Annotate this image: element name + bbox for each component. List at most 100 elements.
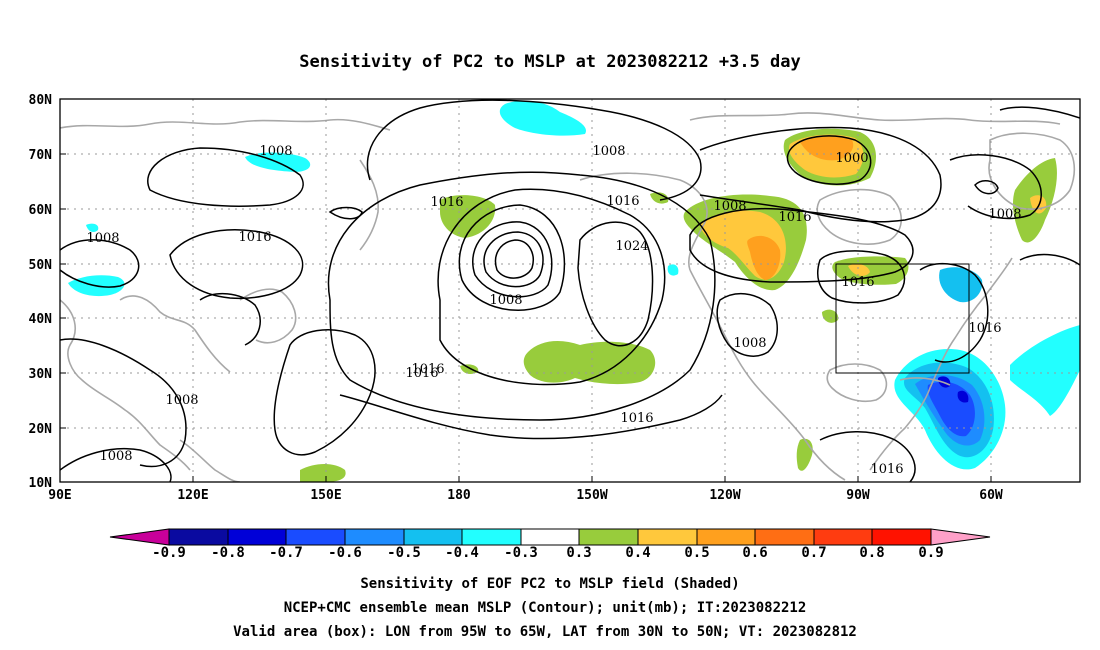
caption-line-2: NCEP+CMC ensemble mean MSLP (Contour); u… [284, 600, 807, 616]
coastline-hudson-bay [816, 188, 903, 245]
contour-label: 1016 [405, 366, 438, 381]
contour-aleutian-low-outer [472, 221, 553, 298]
shade-green-florida [822, 309, 839, 323]
contour-label: 1008 [86, 231, 119, 246]
contour-high-pacific-1016-wide [327, 171, 716, 421]
lat-tick-label: 20N [29, 422, 53, 437]
figure-title: Sensitivity of PC2 to MSLP at 2023082212… [299, 52, 801, 72]
contour-label: 1008 [99, 449, 132, 464]
colorbar-tick-label: 0.6 [742, 545, 767, 561]
contour-lower-pacific-1016 [339, 394, 723, 440]
lon-tick-label: 150E [310, 488, 341, 503]
shade-orange-west-canada [747, 235, 781, 280]
axis-tick-marks [60, 98, 992, 482]
contour-label: 1000 [835, 151, 868, 166]
lat-lon-grid [60, 99, 1080, 482]
colorbar-swatch [344, 528, 405, 546]
lat-tick-label: 30N [29, 367, 53, 382]
colorbar-tick-label: 0.3 [566, 545, 591, 561]
lon-tick-label: 120E [177, 488, 208, 503]
lon-tick-label: 150W [576, 488, 607, 503]
shade-green-bering [440, 195, 496, 238]
colorbar-swatch [871, 528, 932, 546]
coastline-greenland [988, 132, 1076, 210]
colorbar-swatch [637, 528, 698, 546]
shade-green-tropical-pacific [300, 464, 346, 482]
contour-canada-1000 [786, 135, 872, 185]
contour-label: 1016 [870, 462, 903, 477]
latitude-labels: 80N 70N 60N 50N 40N 30N 20N 10N [29, 93, 53, 491]
contour-label: 1008 [165, 393, 198, 408]
colorbar: -0.9 -0.8 -0.7 -0.6 -0.5 -0.4 -0.3 0.3 0… [109, 528, 991, 561]
mslp-contours [60, 99, 1080, 482]
colorbar-swatch [285, 528, 346, 546]
colorbar-tick-label: -0.5 [387, 545, 421, 561]
lat-tick-label: 70N [29, 148, 53, 163]
shade-cyan-east-atlantic [1010, 325, 1080, 416]
lat-tick-label: 50N [29, 258, 53, 273]
colorbar-swatch [227, 528, 287, 546]
contour-atlantic-north-1008 [949, 154, 1042, 220]
coastline-arctic-canada [689, 112, 1061, 125]
contour-label: 1016 [606, 194, 639, 209]
contour-asia-1016 [169, 229, 304, 300]
contour-label: 1016 [778, 210, 811, 225]
colorbar-tick-label: 0.8 [859, 545, 884, 561]
shade-green-great-lakes [832, 256, 909, 285]
contour-east-asia-south-1008 [60, 338, 187, 468]
caption-line-1: Sensitivity of EOF PC2 to MSLP field (Sh… [360, 576, 739, 592]
contour-label: 1016 [411, 362, 444, 377]
contour-tropical-1008-west [60, 447, 172, 482]
colorbar-tick-label: -0.9 [152, 545, 186, 561]
contour-label: 1008 [489, 293, 522, 308]
shade-green-pacific-small [460, 364, 479, 374]
contour-label: 1008 [592, 144, 625, 159]
contour-pacific-high-1024 [577, 221, 654, 347]
shade-yellow-great-lakes [848, 264, 870, 276]
colorbar-swatch [461, 528, 522, 546]
shade-orange-arctic-canada [800, 136, 854, 161]
contour-japan-1016 [199, 293, 261, 346]
contour-greenland-small [974, 180, 999, 195]
contour-label: 1008 [733, 336, 766, 351]
colorbar-swatch [813, 528, 873, 546]
colorbar-tick-label: -0.8 [211, 545, 245, 561]
colorbar-swatch [754, 528, 815, 546]
colorbar-tick-label: -0.4 [445, 545, 479, 561]
colorbar-swatch [520, 528, 580, 546]
coastline-caribbean-islands [899, 377, 951, 386]
shaded-sensitivity [68, 100, 1080, 482]
colorbar-tick-label: 0.5 [684, 545, 709, 561]
colorbar-swatch [578, 528, 639, 546]
colorbar-swatch [696, 528, 756, 546]
colorbar-low-triangle [109, 528, 170, 546]
coastline-japan [239, 288, 297, 344]
contour-arctic-1008 [366, 99, 702, 201]
contour-label: 1016 [968, 321, 1001, 336]
lon-tick-label: 120W [709, 488, 740, 503]
contour-aleutian-low-mid [483, 231, 544, 288]
contour-canada-1016 [689, 207, 914, 283]
colorbar-swatch [403, 528, 463, 546]
lat-tick-label: 60N [29, 203, 53, 218]
contour-north-pacific-1016 [437, 188, 666, 386]
colorbar-tick-label: -0.7 [269, 545, 303, 561]
contour-label: 1024 [615, 239, 648, 254]
contour-label-group: 1008 1008 1016 1008 1016 1016 1024 1008 … [86, 144, 1021, 477]
contour-label: 1016 [430, 195, 463, 210]
longitude-labels: 90E 120E 150E 180 150W 120W 90W 60W [48, 488, 1003, 503]
shade-cyan-canada-small [667, 264, 679, 276]
lon-tick-label: 60W [979, 488, 1003, 503]
coastline-gulf-mexico [826, 363, 888, 403]
coastline-southeast-asia [179, 439, 241, 482]
coastline-asia-north [60, 118, 391, 131]
lat-tick-label: 40N [29, 312, 53, 327]
shade-cyan-atlantic-coast [939, 267, 983, 303]
contour-us-west-1008 [716, 293, 778, 357]
contour-high-arctic-1016 [999, 106, 1080, 119]
contour-label: 1016 [620, 411, 653, 426]
colorbar-tick-label: 0.7 [801, 545, 826, 561]
contour-aleutian-low-inner [494, 239, 534, 279]
contour-siberia-1008 [147, 147, 304, 207]
lat-tick-label: 10N [29, 476, 53, 491]
